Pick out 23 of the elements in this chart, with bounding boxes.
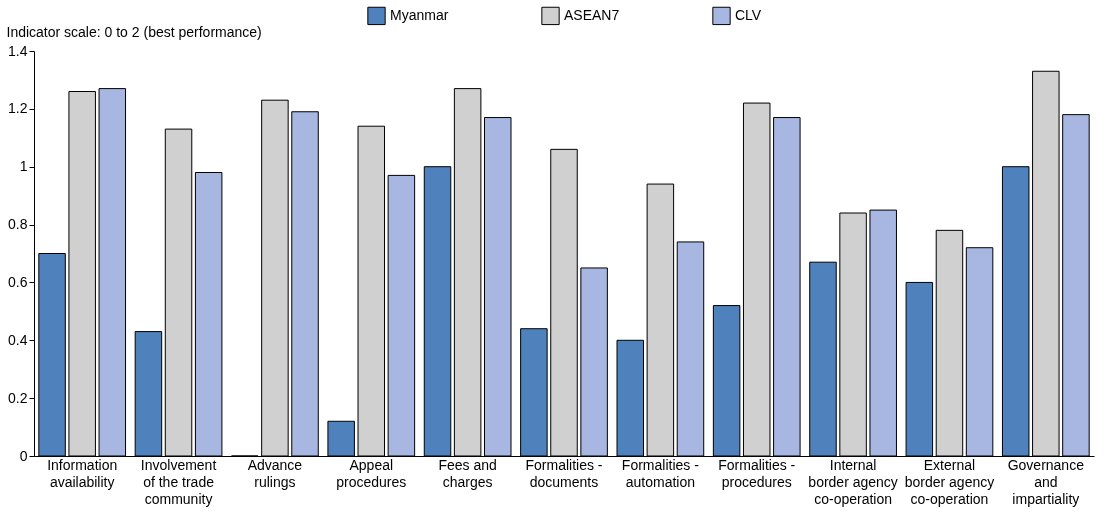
x-tick-label: Information availability [47, 456, 118, 490]
x-tick-label: Appeal procedures [336, 456, 407, 490]
x-tick-label: External border agency co-operation [904, 456, 995, 507]
y-tick-label: 0 [19, 447, 28, 464]
legend-label: CLV [735, 6, 762, 23]
legend-label: Myanmar [390, 6, 449, 23]
y-tick-label: 0.4 [8, 331, 28, 348]
y-tick-label: 1.4 [8, 42, 28, 59]
legend-label: ASEAN7 [564, 6, 620, 23]
y-tick-label: 0.6 [8, 273, 28, 290]
x-tick-label: Formalities - documents [525, 456, 603, 490]
y-tick-label: 0.8 [8, 216, 28, 233]
x-tick-label: Fees and charges [438, 456, 497, 490]
y-tick-label: 0.2 [8, 389, 28, 406]
x-tick-label: Formalities - automation [621, 456, 700, 490]
y-tick-label: 1.2 [8, 100, 28, 117]
y-tick-label: 1 [19, 158, 28, 175]
x-tick-label: Governance and impartiality [1007, 456, 1085, 507]
x-tick-label: Advance rulings [247, 456, 303, 490]
x-tick-label: Involvement of the trade community [140, 456, 217, 507]
y-axis-title: Indicator scale: 0 to 2 (best performance) [6, 23, 262, 40]
x-tick-label: Internal border agency co-operation [808, 456, 898, 507]
x-tick-label: Formalities - procedures [718, 456, 796, 490]
